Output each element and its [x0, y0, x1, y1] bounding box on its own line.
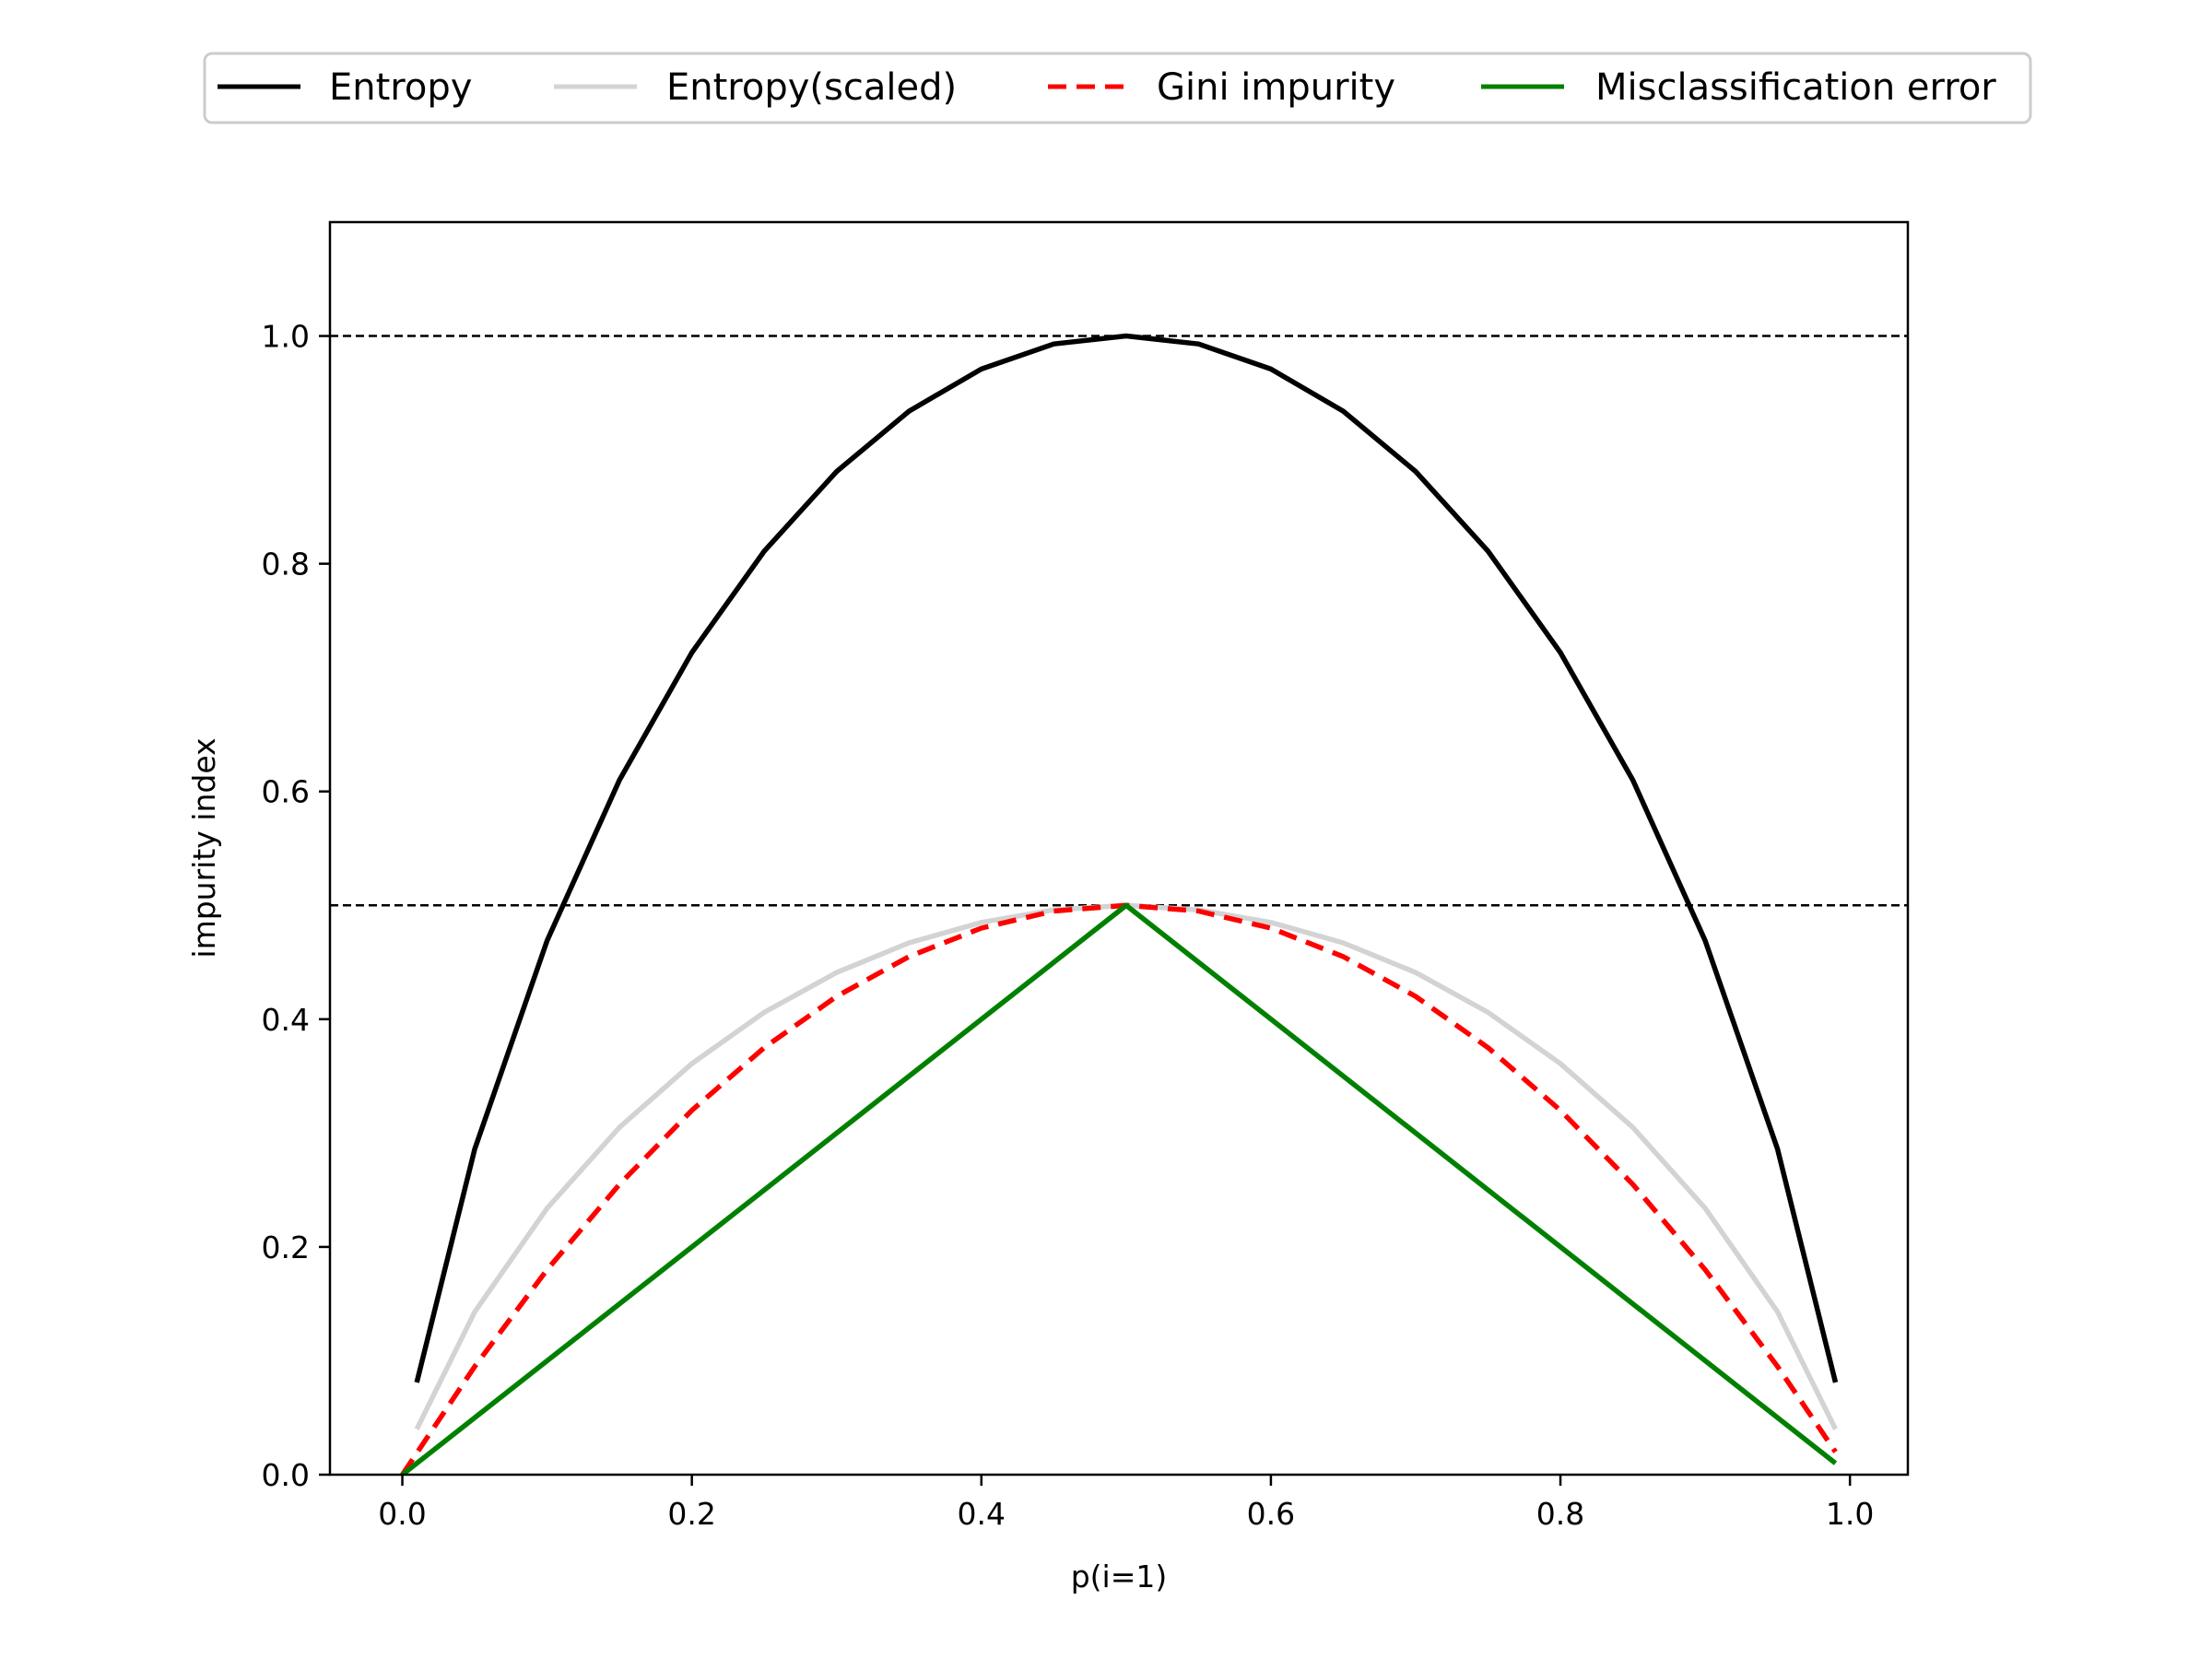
y-tick-label: 0.6 [262, 774, 310, 810]
plot-area [330, 222, 1908, 1475]
x-axis: 0.0 0.2 0.4 0.6 0.8 1.0 [378, 1475, 1874, 1532]
y-tick-label: 0.8 [262, 547, 310, 582]
legend-item-entropy-scaled: Entropy(scaled) [554, 66, 957, 109]
legend-label-misclassification: Misclassification error [1595, 66, 1996, 109]
legend-label-entropy-scaled: Entropy(scaled) [666, 66, 957, 109]
x-tick-label: 0.6 [1247, 1496, 1295, 1532]
y-tick-label: 0.2 [262, 1230, 310, 1265]
x-tick-label: 0.8 [1536, 1496, 1584, 1532]
legend: Entropy Entropy(scaled) Gini impurity Mi… [203, 52, 2032, 124]
series-line-entropy [414, 333, 1839, 1383]
legend-item-entropy: Entropy [218, 66, 472, 109]
series-layer [400, 333, 1839, 1475]
axes-frame [328, 220, 1910, 1477]
legend-item-misclassification: Misclassification error [1481, 66, 1996, 109]
series-line-misclassification-error [400, 902, 1838, 1475]
y-axis: 0.0 0.2 0.4 0.6 0.8 1.0 [262, 319, 330, 1493]
y-tick-label: 0.0 [262, 1457, 310, 1493]
x-axis-label: p(i=1) [1071, 1559, 1168, 1594]
y-axis-label: impurity index [186, 737, 222, 958]
y-tick-label: 1.0 [262, 319, 310, 355]
legend-label-gini: Gini impurity [1157, 66, 1395, 109]
legend-item-gini: Gini impurity [1048, 66, 1395, 109]
x-tick-label: 0.2 [667, 1496, 715, 1532]
y-tick-label: 0.4 [262, 1002, 310, 1038]
x-tick-label: 1.0 [1826, 1496, 1874, 1532]
legend-label-entropy: Entropy [329, 66, 472, 109]
x-tick-label: 0.4 [958, 1496, 1006, 1532]
x-tick-label: 0.0 [378, 1496, 426, 1532]
